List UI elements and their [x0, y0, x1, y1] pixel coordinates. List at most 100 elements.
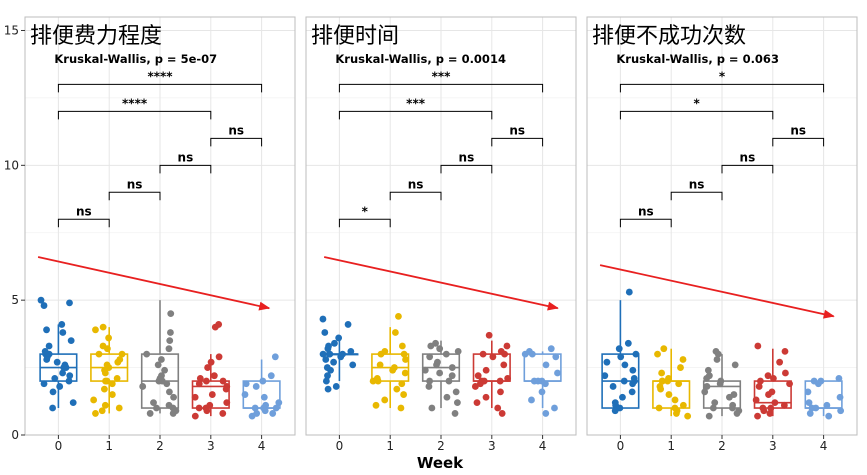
panel-title: 排便不成功次数: [592, 24, 746, 49]
data-point: [703, 383, 711, 390]
data-point: [325, 350, 333, 358]
data-point: [538, 388, 546, 396]
data-point: [67, 337, 75, 345]
data-point: [157, 356, 165, 363]
data-point: [43, 356, 51, 363]
data-point: [105, 334, 113, 342]
data-point: [319, 350, 327, 358]
data-point: [764, 372, 772, 380]
data-point: [814, 380, 822, 388]
data-point: [504, 374, 512, 382]
data-point: [677, 364, 684, 371]
panel-title: 排便费力程度: [30, 24, 162, 49]
data-point: [195, 380, 203, 388]
x-tick-label: 3: [488, 439, 496, 453]
data-point: [115, 404, 123, 412]
data-point: [195, 404, 203, 412]
data-point: [196, 374, 204, 382]
significance-label: ns: [178, 150, 194, 164]
data-point: [808, 404, 816, 412]
data-point: [381, 396, 389, 404]
data-point: [624, 339, 632, 347]
data-point: [211, 323, 219, 331]
data-point: [393, 385, 401, 393]
data-point: [713, 356, 721, 363]
data-point: [95, 350, 103, 358]
data-point: [498, 410, 506, 417]
data-point: [166, 337, 174, 345]
data-point: [528, 396, 535, 404]
x-tick-label: 4: [258, 439, 266, 453]
data-point: [675, 380, 683, 388]
data-point: [202, 377, 210, 385]
significance-label: ns: [638, 204, 654, 218]
significance-label: ***: [432, 69, 452, 83]
panel-title: 排便时间: [311, 24, 399, 49]
data-point: [169, 410, 177, 417]
data-point: [101, 369, 109, 377]
data-point: [629, 366, 637, 374]
data-point: [451, 410, 459, 417]
data-point: [733, 410, 741, 417]
significance-bracket: [159, 164, 212, 174]
data-point: [767, 404, 775, 412]
data-point: [251, 404, 259, 412]
data-point: [443, 393, 451, 401]
data-point: [369, 377, 377, 385]
data-point: [496, 377, 504, 385]
box-week-2: [421, 340, 461, 409]
data-point: [658, 377, 666, 385]
data-point: [425, 383, 433, 390]
data-point: [223, 399, 231, 407]
data-point: [260, 393, 268, 401]
data-point: [521, 350, 529, 358]
data-point: [332, 383, 340, 390]
data-point: [395, 312, 402, 320]
data-point: [665, 391, 673, 398]
significance-label: *: [362, 204, 369, 218]
significance-label: ns: [408, 177, 424, 191]
data-point: [215, 353, 223, 361]
significance-label: ns: [509, 123, 525, 137]
data-point: [684, 412, 692, 420]
data-point: [208, 391, 216, 398]
x-tick-label: 1: [667, 439, 675, 453]
data-point: [376, 361, 384, 369]
significance-label: ****: [122, 96, 148, 110]
significance-bracket: [619, 218, 672, 228]
significance-label: *: [693, 96, 700, 110]
data-point: [191, 412, 199, 420]
data-point: [58, 321, 66, 328]
data-point: [271, 353, 279, 361]
significance-label: ns: [740, 150, 756, 164]
data-point: [620, 377, 628, 385]
data-point: [421, 366, 429, 374]
data-point: [259, 377, 267, 385]
data-point: [146, 410, 154, 417]
data-point: [771, 399, 779, 407]
data-point: [485, 331, 493, 339]
data-point: [330, 358, 337, 366]
data-point: [344, 321, 352, 328]
data-point: [836, 393, 844, 401]
data-point: [755, 383, 763, 390]
data-point: [43, 326, 50, 334]
significance-bracket: [721, 164, 774, 174]
data-point: [754, 412, 761, 420]
data-point: [102, 377, 109, 385]
data-point: [389, 366, 397, 374]
data-point: [837, 407, 845, 415]
significance-label: ns: [459, 150, 475, 164]
data-point: [705, 412, 713, 420]
panel-3: ns ns ns ns * * 排便不成功次数 Kruskal-Wallis, p = 0.0…: [586, 16, 858, 453]
data-point: [628, 388, 636, 396]
data-point: [726, 393, 733, 401]
significance-bracket: [57, 110, 212, 120]
x-tick-label: 3: [769, 439, 777, 453]
data-point: [248, 412, 256, 420]
x-tick-label: 2: [156, 439, 164, 453]
data-point: [322, 356, 330, 363]
data-point: [37, 296, 45, 304]
trend-arrow-line: [599, 264, 834, 318]
data-point: [103, 345, 111, 353]
